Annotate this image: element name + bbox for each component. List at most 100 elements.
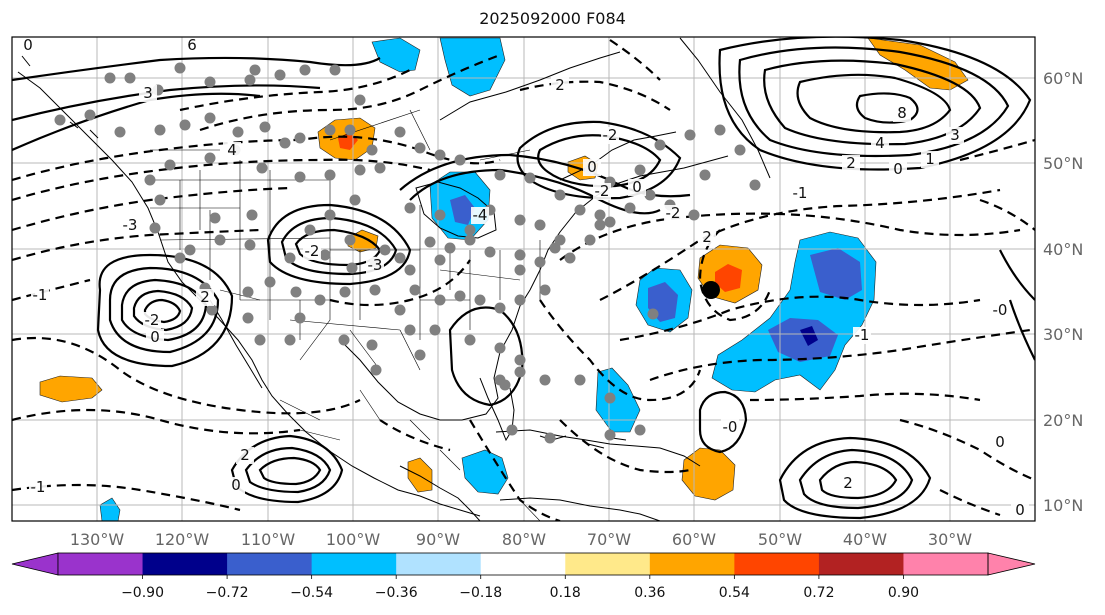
coastline-baja [209,299,263,389]
contour-label: 0 [893,160,903,178]
contour-line [698,390,748,454]
contour-line [199,53,501,132]
contour-label-bg [601,127,619,144]
station-dot [539,284,551,296]
station-dot [554,189,566,201]
station-dot [204,76,216,88]
station-dot [484,246,496,258]
station-dot [514,354,526,366]
station-dot [206,304,218,316]
contour-line [329,259,471,307]
contour-line [12,408,301,435]
contour-label-bg [29,479,47,496]
station-dot [344,234,356,246]
contour-line [280,216,398,276]
border-line [359,389,381,421]
colorbar-tick-label: −0.36 [375,585,418,601]
map-frame [11,36,1036,522]
station-dot [338,334,350,346]
station-dot [454,290,466,302]
station-dot [394,304,406,316]
station-dot [232,126,244,138]
contour-label-bg [146,329,164,346]
contour-line [12,135,501,182]
longitude-label: 110°W [241,530,296,549]
longitude-label: 130°W [70,530,125,549]
shade-cyan [99,497,121,521]
station-dot [324,209,336,221]
contour-label-bg [871,135,889,152]
station-dot [294,171,306,183]
contour-line [469,419,561,521]
coastline-gulf [339,155,729,421]
contour-line [96,253,234,368]
longitude-label: 40°W [843,530,887,549]
station-dot [514,294,526,306]
station-dot [304,224,316,236]
contour-label-bg [121,217,139,234]
station-dot [374,162,386,174]
border-line [409,109,431,151]
contour-line [12,186,291,232]
border-line [439,269,521,281]
longitude-label: 60°W [672,530,716,549]
contour-line [559,419,691,474]
station-dot [244,74,256,86]
contour-line [244,446,332,494]
shade-cyan [595,367,641,433]
station-dot [624,202,636,214]
station-dot [274,69,286,81]
station-dot [514,264,526,276]
station-dot [244,239,256,251]
contour-line [798,448,914,510]
contour-label-bg [236,447,254,464]
contour-line [12,56,381,82]
station-dot [594,219,606,231]
contour-label: 3 [143,84,153,102]
station-dot [414,142,426,154]
contour-label: 2 [843,474,853,492]
border-line [289,319,401,331]
station-dot [84,109,96,121]
contour-label: 0 [23,36,33,54]
contour-label-bg [471,207,489,224]
station-dot [249,64,261,76]
colorbar-swatch [903,553,989,575]
station-dot [242,312,254,324]
station-dot [259,121,271,133]
station-dot [749,179,761,191]
contour-label: 3 [950,126,960,144]
station-dot [464,334,476,346]
contour-label-bg [721,419,739,436]
contour-label: 8 [897,104,907,122]
colorbar-swatch [565,553,651,575]
station-dot [164,159,176,171]
contour-label: 4 [227,141,237,159]
contour-line [230,434,344,504]
station-dot [684,129,696,141]
contour-label-bg [303,243,321,260]
station-dot [144,174,156,186]
contour-line [12,336,361,415]
longitude-label: 120°W [155,530,210,549]
highlight-marker [702,281,720,299]
colorbar-swatch [734,553,820,575]
contour-line [599,188,1001,301]
station-dot [349,194,361,206]
contour-label-bg [839,475,857,492]
station-dot [714,124,726,136]
station-dot [534,219,546,231]
station-dot [574,374,586,386]
colorbar-frame [57,552,989,576]
coastline-central-america [399,465,481,521]
contour-label: 4 [875,134,885,152]
station-dot [369,284,381,296]
contour-label-bg [628,179,646,196]
contour-label: 2 [555,76,565,94]
station-dot [554,234,566,246]
colorbar-tick-label: 0.36 [634,585,665,601]
shade-orange [681,447,736,501]
station-dot [444,242,456,254]
latitude-label: 20°N [1043,411,1083,430]
contour-line [749,392,981,402]
